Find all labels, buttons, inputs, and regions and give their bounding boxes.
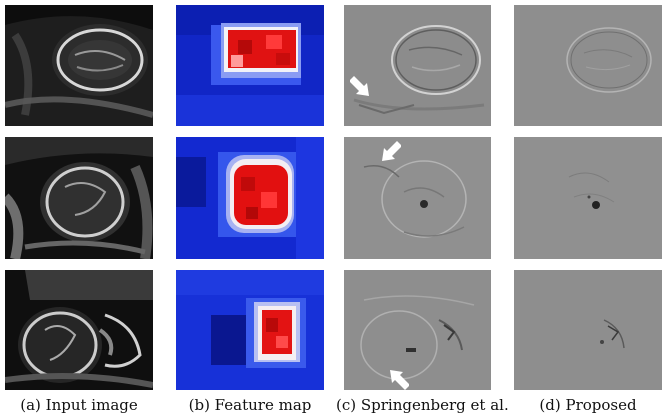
springenberg-map-row1 [344, 5, 491, 126]
input-image-row2 [5, 137, 153, 259]
feature-map-row2 [176, 137, 324, 259]
springenberg-map-row2 [344, 137, 491, 259]
arrow-icon-row1 [350, 76, 369, 96]
feature-map-row3 [176, 270, 324, 390]
proposed-map-row2 [514, 137, 662, 259]
feature-map-row1 [176, 5, 324, 126]
caption-input-image: (a) Input image [20, 396, 138, 414]
input-image-row3 [5, 270, 153, 390]
proposed-map-row3 [514, 270, 662, 390]
caption-proposed: (d) Proposed [539, 396, 637, 414]
proposed-map-row1 [514, 5, 662, 126]
caption-springenberg: (c) Springenberg et al. [336, 396, 509, 414]
input-image-row1 [5, 5, 153, 126]
springenberg-map-row3 [344, 270, 491, 390]
caption-feature-map: (b) Feature map [188, 396, 312, 414]
arrow-icon-row2 [382, 141, 401, 161]
arrow-icon-row3 [390, 370, 409, 390]
